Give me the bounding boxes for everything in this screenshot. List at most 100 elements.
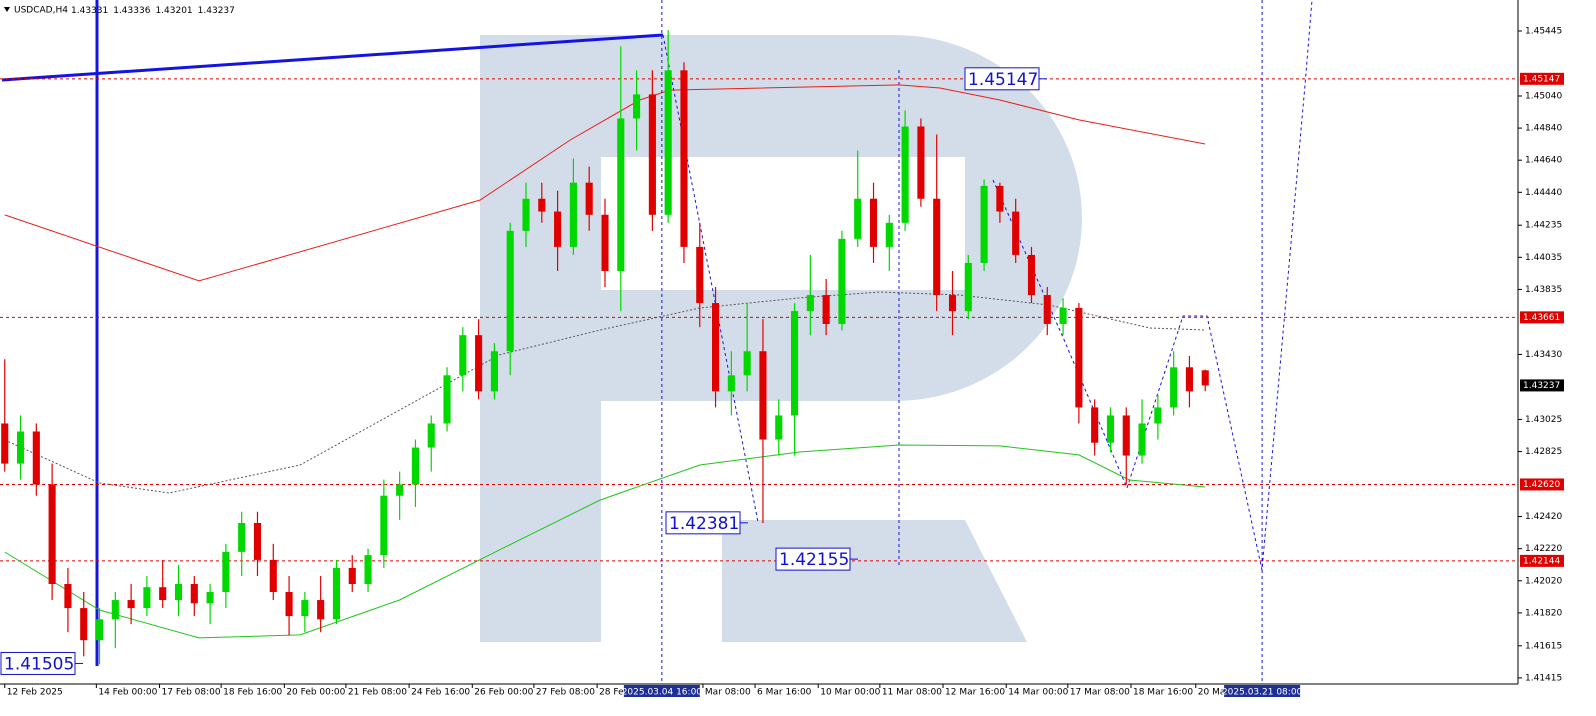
candle-body: [917, 126, 925, 199]
y-tick-label: 1.41615: [1525, 641, 1562, 651]
candle-body: [32, 431, 40, 485]
candle-body: [1154, 407, 1162, 424]
candle-body: [332, 567, 341, 620]
candle-body: [475, 335, 483, 392]
candle-body: [869, 198, 878, 247]
candle-body: [1201, 370, 1209, 386]
candle-body: [459, 335, 467, 376]
y-tick-label: 1.41415: [1525, 673, 1562, 683]
header-value: 1.43336: [113, 6, 150, 16]
candle-body: [269, 559, 277, 593]
candle-body: [317, 600, 325, 620]
candle-body: [633, 94, 641, 119]
x-tick-label: 17 Mar 08:00: [1070, 688, 1130, 698]
candle-body: [127, 600, 135, 609]
candle-body: [743, 351, 751, 376]
candle-body: [443, 375, 451, 424]
y-tick-label: 1.44840: [1525, 124, 1562, 134]
x-tick-label: 20 Ma: [1198, 688, 1226, 698]
candle-body: [111, 600, 119, 620]
candle-body: [759, 351, 767, 440]
y-tick-label: 1.42220: [1525, 544, 1562, 554]
level-label: 1.43661: [1523, 313, 1560, 323]
annotation-label: 1.45147: [968, 70, 1038, 90]
y-tick-label: 1.44235: [1525, 221, 1562, 231]
x-tick-label: 12 Feb 2025: [7, 688, 63, 698]
candle-body: [285, 592, 293, 617]
candle-body: [617, 118, 625, 271]
candle-body: [822, 295, 830, 324]
x-tick-label: 18 Feb 16:00: [223, 688, 282, 698]
x-tick-label: 18 Mar 16:00: [1133, 688, 1193, 698]
trend-line: [1, 33, 664, 82]
y-tick-label: 1.44035: [1525, 253, 1562, 263]
y-tick-label: 1.45445: [1525, 26, 1562, 36]
watermark-bowl: [600, 35, 1082, 401]
wave-line: [662, 34, 759, 523]
watermark-stem: [480, 35, 601, 642]
candle-body: [364, 555, 372, 584]
candle-body: [790, 311, 799, 416]
candle-body: [411, 447, 419, 485]
candle-body: [585, 182, 593, 215]
level-label: 1.42144: [1523, 556, 1560, 566]
candle-body: [601, 214, 609, 271]
level-label-bg: [1520, 478, 1564, 491]
x-tick-label: 11 Mar 08:00: [882, 688, 942, 698]
y-tick-label: 1.45040: [1525, 91, 1562, 101]
y-tick-label: 1.43430: [1525, 350, 1562, 360]
candle-body: [727, 375, 735, 392]
candle-body: [490, 351, 498, 392]
x-tick-label: 6 Mar 16:00: [757, 688, 812, 698]
x-tick-label: 27 Feb 08:00: [536, 688, 595, 698]
candle-body: [1106, 415, 1115, 443]
crosshair-label-bg: [623, 685, 700, 697]
crosshair-label: 2025.03.04 16:00: [622, 688, 703, 698]
annotation-label: 1.42381: [669, 514, 739, 534]
moving-average: [4, 291, 1206, 494]
candle-body: [775, 415, 783, 440]
candle-body: [838, 238, 846, 324]
candle-body: [238, 522, 246, 552]
level-label: 1.42620: [1523, 480, 1560, 490]
candle-body: [159, 587, 167, 601]
y-tick-label: 1.43025: [1525, 415, 1562, 425]
annotation-label: 1.41505: [4, 654, 74, 674]
candle-body: [206, 592, 214, 604]
candle-body: [1027, 254, 1036, 296]
moving-average: [4, 444, 1206, 639]
candle-body: [664, 70, 672, 215]
candle-body: [16, 431, 25, 464]
x-tick-label: 12 Mar 16:00: [945, 688, 1005, 698]
level-label-bg: [1520, 72, 1564, 85]
x-tick-label: 24 Feb 16:00: [411, 688, 470, 698]
annotation-label: 1.42155: [779, 550, 849, 570]
candle-body: [854, 198, 862, 239]
candle-body: [253, 522, 262, 560]
x-tick-label: 14 Mar 00:00: [1008, 688, 1068, 698]
candle-body: [1091, 407, 1099, 443]
x-tick-label: 26 Feb 00:00: [474, 688, 533, 698]
header-value: 1.43237: [198, 6, 235, 16]
y-tick-label: 1.44640: [1525, 156, 1562, 166]
y-tick-label: 1.42825: [1525, 447, 1562, 457]
forecast-line: [992, 0, 1313, 571]
current-price-label: 1.43237: [1523, 381, 1560, 391]
candle-body: [964, 262, 972, 312]
candle-body: [143, 587, 151, 609]
level-label: 1.45147: [1523, 74, 1560, 84]
candle-body: [380, 495, 388, 556]
candle-body: [95, 619, 104, 641]
candle-body: [1122, 415, 1130, 456]
header-values: 1.43331 1.43336 1.43201 1.43237: [71, 6, 235, 16]
candle-body: [174, 583, 183, 601]
candle-body: [712, 303, 720, 392]
y-tick-label: 1.43835: [1525, 285, 1562, 295]
candle-body: [569, 182, 577, 247]
x-tick-label: 10 Mar 00:00: [820, 688, 880, 698]
y-tick-label: 1.42020: [1525, 576, 1562, 586]
x-tick-label: 20 Feb 00:00: [286, 688, 345, 698]
candle-body: [1043, 295, 1051, 324]
candle-body: [1, 423, 9, 464]
crosshair-label-bg: [1224, 685, 1301, 697]
